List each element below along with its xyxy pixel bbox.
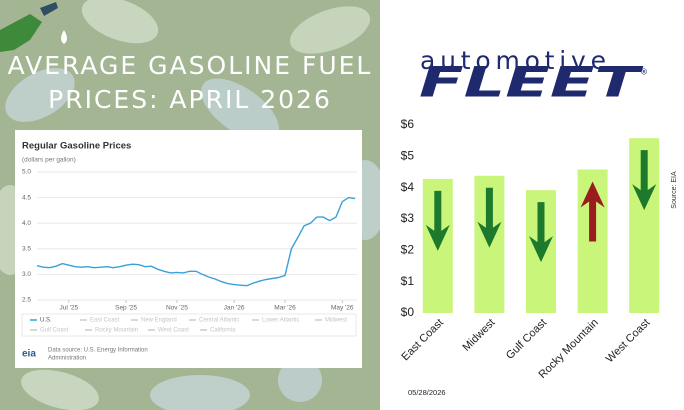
trend-arrow	[425, 190, 450, 251]
y-tick-label: $3	[401, 211, 415, 225]
legend-label: East Coast	[90, 318, 120, 324]
legend-label: Midwest	[325, 318, 347, 324]
y-tick-label: 2.5	[22, 297, 31, 304]
y-tick-label: $6	[401, 117, 415, 131]
y-tick-label: $5	[401, 149, 415, 163]
y-tick-label: $1	[401, 274, 415, 288]
x-tick-label: Mar '26	[274, 305, 296, 312]
page-title: PRICES: APRIL 2026	[48, 85, 332, 114]
logo-main: FLEET	[419, 58, 644, 107]
legend-label: Rocky Mountain	[95, 328, 138, 334]
y-tick-label: 5.0	[22, 169, 31, 176]
line-chart: Regular Gasoline Prices (dollars per gall…	[21, 141, 357, 362]
trend-arrow	[477, 187, 502, 248]
y-tick-label: 3.5	[22, 246, 31, 253]
source-text: Data source: U.S. Energy Information	[48, 348, 148, 354]
y-tick-label: 4.0	[22, 220, 31, 227]
logo-mark: ®	[640, 68, 648, 77]
trend-arrow	[529, 202, 553, 263]
legend-label: Central Atlantic	[199, 318, 239, 324]
source-text: Administration	[48, 356, 86, 362]
page-title: AVERAGE GASOLINE FUEL	[8, 51, 373, 80]
legend-label: U.S.	[40, 318, 52, 324]
x-tick-label: Jan '26	[224, 305, 245, 312]
legend-label: Gulf Coast	[40, 328, 69, 334]
legend-label: West Coast	[158, 328, 189, 334]
y-tick-label: $2	[401, 243, 415, 257]
source-note: Source: EIA	[671, 171, 678, 209]
y-tick-label: 4.5	[22, 194, 31, 201]
legend-label: Lower Atlantic	[262, 318, 299, 324]
series-line	[36, 196, 356, 287]
trend-arrow	[632, 150, 657, 211]
fuel-nozzle-icon	[0, 2, 67, 52]
x-tick-label: Nov '25	[166, 305, 188, 312]
logo-top: automotive	[420, 46, 606, 75]
y-tick-label: $4	[401, 180, 415, 194]
legend-label: California	[210, 328, 236, 334]
chart-subtitle: (dollars per gallon)	[22, 157, 76, 164]
x-tick-label: Jul '25	[60, 305, 79, 312]
trend-arrow	[580, 181, 605, 242]
x-tick-label: Sep '25	[115, 305, 137, 312]
legend-box	[21, 313, 357, 337]
source-logo: eia	[22, 349, 36, 360]
date-note: 05/28/2026	[408, 388, 446, 397]
x-tick-label: May '26	[331, 305, 354, 312]
y-tick-label: $0	[401, 305, 415, 319]
y-tick-label: 3.0	[22, 271, 31, 278]
legend-label: New England	[141, 318, 177, 324]
chart-title: Regular Gasoline Prices	[22, 141, 131, 152]
